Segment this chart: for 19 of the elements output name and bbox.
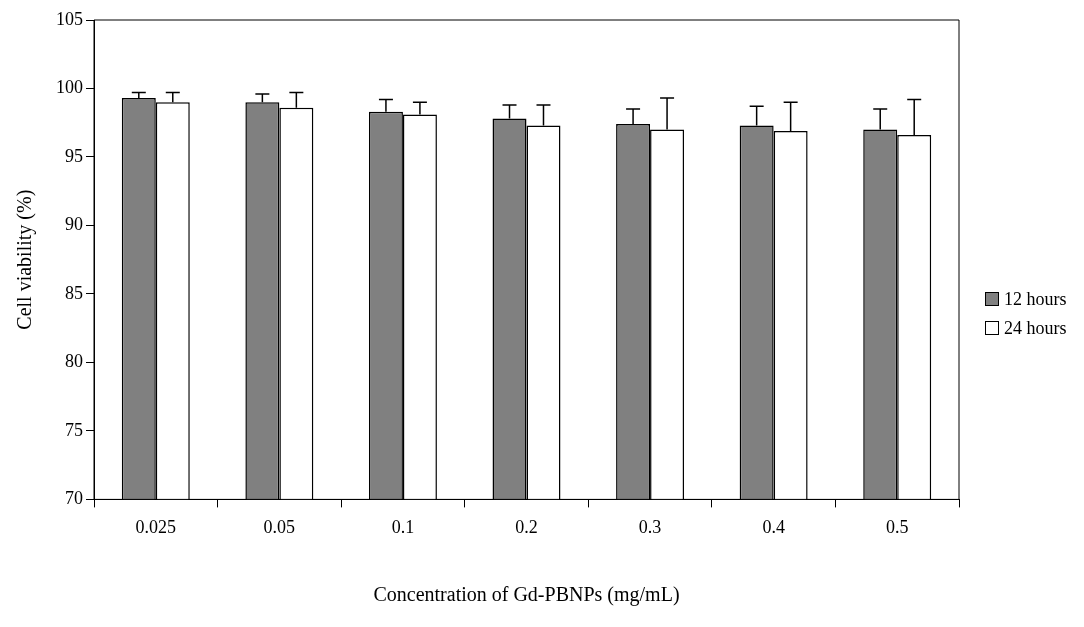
x-tick-label: 0.1 — [391, 516, 415, 537]
x-tick-label: 0.3 — [638, 516, 662, 537]
y-tick-label: 90 — [65, 214, 83, 235]
x-axis-title: Concentration of Gd-PBNPs (mg/mL) — [373, 583, 680, 607]
y-tick-label: 80 — [65, 351, 83, 372]
y-tick-label: 75 — [65, 419, 83, 440]
y-tick-label: 85 — [65, 282, 83, 303]
x-tick-label: 0.2 — [515, 516, 538, 537]
x-tick-label: 0.05 — [263, 516, 296, 537]
y-tick-label: 100 — [56, 77, 83, 98]
x-tick-label: 0.025 — [135, 516, 177, 537]
y-tick-label: 70 — [65, 488, 83, 509]
x-tick-label: 0.4 — [762, 516, 785, 537]
legend-label: 12 hours — [1004, 288, 1067, 310]
y-axis-title: Cell viability (%) — [13, 189, 37, 330]
y-tick-label: 95 — [65, 145, 83, 166]
x-tick-label: 0.5 — [885, 516, 909, 537]
text: 24 hours — [1004, 317, 1067, 339]
y-tick-label: 105 — [56, 8, 83, 29]
